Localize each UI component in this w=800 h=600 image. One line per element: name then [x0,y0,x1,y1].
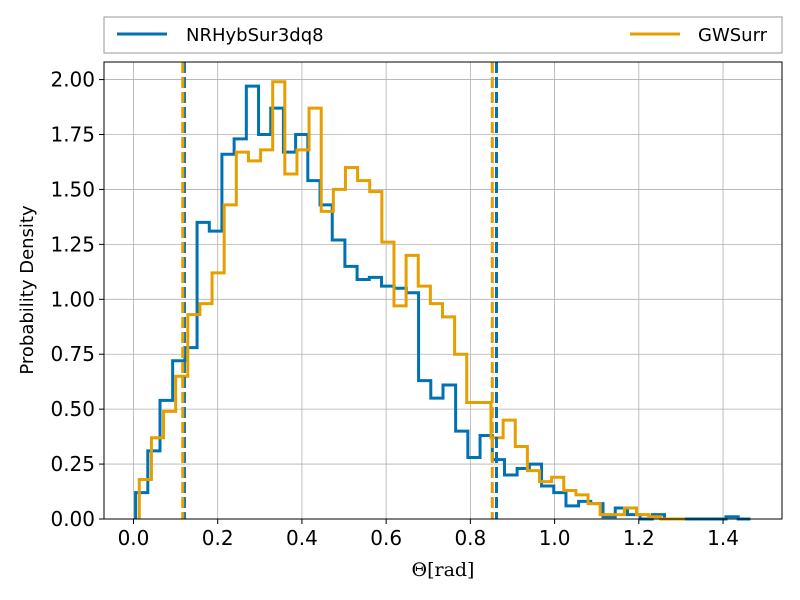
legend-label-nrhybsur3dq8: NRHybSur3dq8 [186,25,324,46]
legend-label-gwsurr: GWSurr [698,25,768,46]
y-tick-label: 0.25 [50,452,95,476]
axis-ticks [99,79,724,524]
y-tick-label: 1.00 [50,287,95,311]
y-tick-label: 1.50 [50,177,95,201]
x-tick-label: 0.0 [118,526,150,550]
x-tick-label: 0.2 [202,526,234,550]
y-tick-label: 0.75 [50,342,95,366]
series-layer [134,80,751,521]
plot-frame [103,61,783,520]
grid [104,62,782,520]
y-tick-label: 1.75 [50,123,95,147]
y-axis-label: Probability Density [17,205,38,375]
x-tick-labels: 0.0 0.2 0.4 0.6 0.8 1.0 1.2 1.4 [118,526,739,550]
quantile-lines [181,62,498,519]
x-tick-label: 0.8 [454,526,486,550]
x-tick-label: 0.4 [286,526,318,550]
y-tick-label: 0.50 [50,397,95,421]
x-tick-label: 1.2 [623,526,655,550]
y-tick-label: 1.25 [50,232,95,256]
histogram-series-gwsurr [137,80,686,521]
y-tick-label: 2.00 [50,68,95,92]
x-tick-label: 1.0 [539,526,571,550]
x-axis-label: Θ[rad] [412,559,475,581]
x-tick-label: 1.4 [707,526,739,550]
legend: NRHybSur3dq8 GWSurr [103,16,783,54]
y-tick-labels: 0.00 0.25 0.50 0.75 1.00 1.25 1.50 1.75 2.00 [50,68,95,531]
x-tick-label: 0.6 [370,526,402,550]
y-tick-label: 0.00 [50,507,95,531]
